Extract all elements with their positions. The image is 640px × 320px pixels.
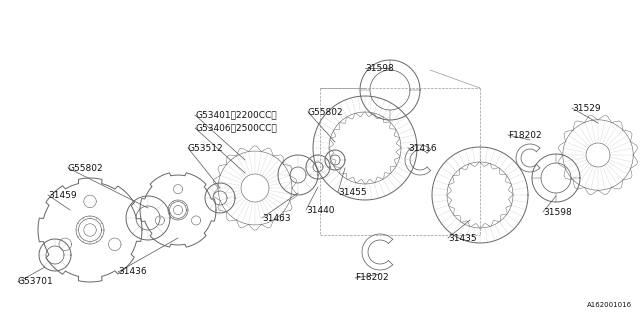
Text: 31598: 31598 (365, 63, 394, 73)
Text: 31436: 31436 (118, 268, 147, 276)
Text: F18202: F18202 (508, 131, 541, 140)
Text: 31416: 31416 (408, 143, 436, 153)
Text: 31463: 31463 (262, 213, 291, 222)
Text: 31459: 31459 (48, 190, 77, 199)
Text: G53701: G53701 (18, 277, 54, 286)
Text: 31440: 31440 (306, 205, 335, 214)
Text: A162001016: A162001016 (587, 302, 632, 308)
Text: 31455: 31455 (338, 188, 367, 196)
Text: 31529: 31529 (572, 103, 600, 113)
Text: G53512: G53512 (188, 143, 223, 153)
Text: G53406〈2500CC〉: G53406〈2500CC〉 (195, 124, 276, 132)
Text: G53401〈2200CC〉: G53401〈2200CC〉 (195, 110, 276, 119)
Text: G55802: G55802 (68, 164, 104, 172)
Text: G55802: G55802 (308, 108, 344, 116)
Text: 31435: 31435 (448, 234, 477, 243)
Text: 31598: 31598 (543, 207, 572, 217)
Text: F18202: F18202 (355, 274, 388, 283)
